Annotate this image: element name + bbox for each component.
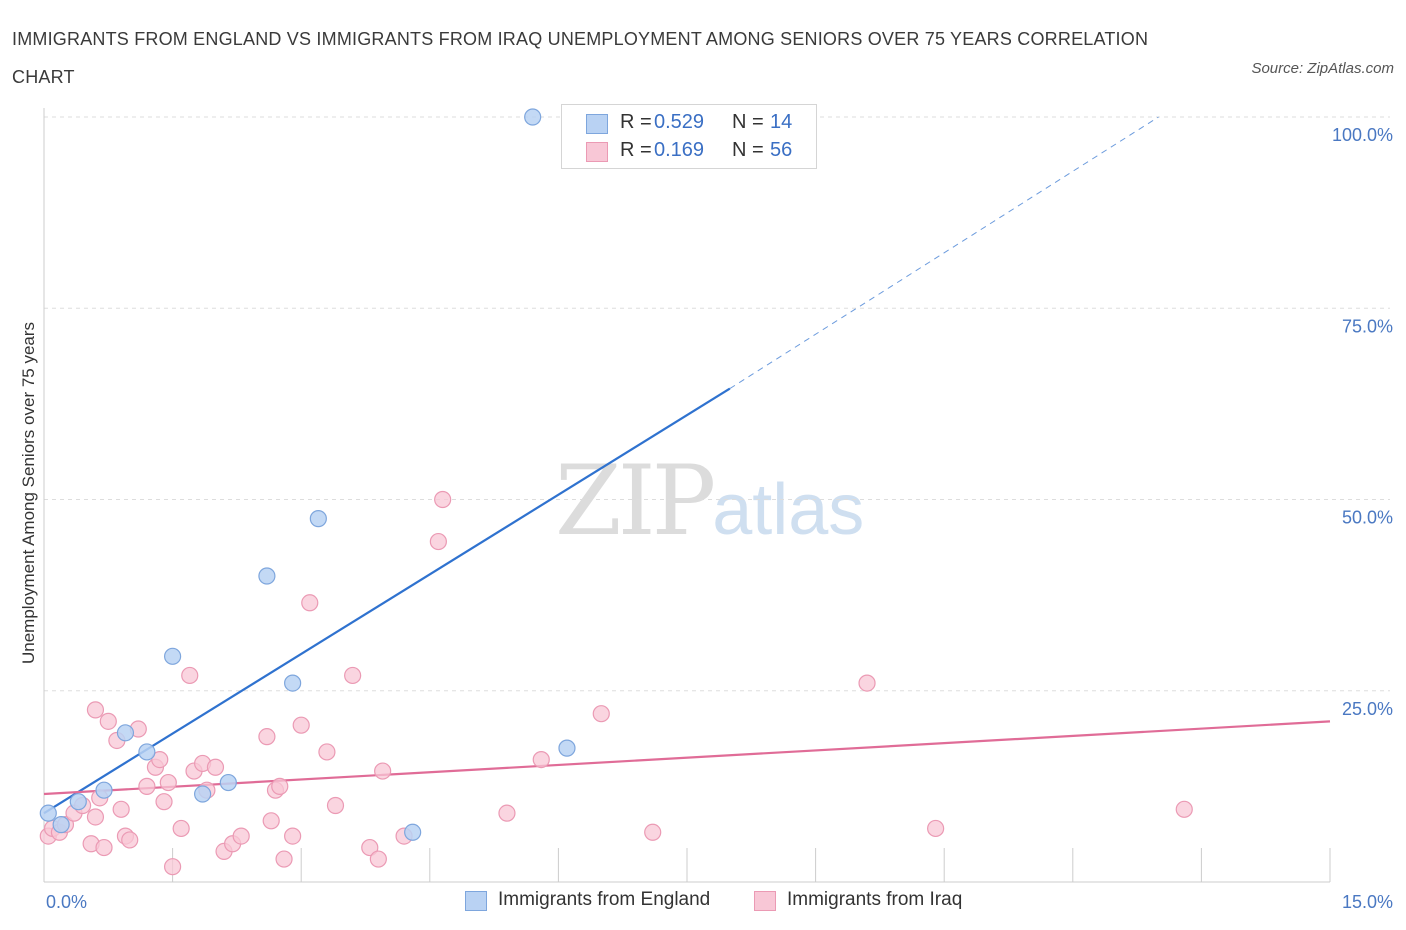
iraq-point-51: [592, 705, 610, 723]
iraq-point-33: [262, 812, 280, 830]
iraq-legend-swatch: [754, 891, 776, 911]
england-point-3: [95, 781, 113, 799]
axes: [43, 108, 1330, 883]
iraq-point-35: [271, 777, 289, 795]
y-axis-label: Unemployment Among Seniors over 75 years: [19, 322, 38, 664]
iraq-point-42: [344, 666, 362, 685]
iraq-point-43: [361, 838, 379, 857]
england-r-value: 0.529: [654, 111, 705, 133]
iraq-point-10: [95, 838, 113, 857]
england-point-0: [39, 804, 57, 822]
y-tick-label-50: 50.0%: [1342, 508, 1393, 528]
iraq-point-55: [1175, 800, 1193, 818]
england-point-8: [219, 773, 237, 792]
england-point-4: [116, 724, 135, 742]
iraq-point-24: [181, 666, 199, 685]
iraq-point-45: [374, 762, 392, 780]
iraq-point-53: [858, 674, 876, 692]
iraq-n-label: N =: [732, 139, 764, 161]
iraq-point-13: [112, 800, 130, 818]
iraq-point-8: [86, 701, 105, 719]
chart-title: IMMIGRANTS FROM ENGLAND VS IMMIGRANTS FR…: [12, 29, 1149, 87]
england-point-10: [284, 674, 302, 692]
iraq-trend-line: [43, 720, 1331, 796]
iraq-point-19: [151, 750, 169, 769]
england-point-14: [558, 739, 576, 757]
iraq-point-36: [275, 850, 293, 868]
england-n-value: 14: [770, 111, 793, 133]
watermark-zip: ZIP: [555, 445, 716, 557]
iraq-point-39: [301, 594, 319, 612]
stats-legend: R = 0.529 N = 14 R = 0.169 N = 56: [561, 104, 817, 169]
data-points: [39, 108, 1193, 876]
iraq-swatch: [586, 142, 608, 162]
iraq-point-44: [369, 850, 387, 868]
iraq-point-47: [429, 532, 447, 551]
england-trend-extension: [729, 116, 1159, 389]
y-tick-label-25: 25.0%: [1342, 699, 1393, 719]
england-point-9: [258, 567, 276, 585]
iraq-point-54: [927, 819, 945, 838]
iraq-point-48: [434, 490, 452, 509]
england-point-1: [52, 816, 70, 834]
iraq-point-49: [498, 804, 516, 822]
x-tick-label-max: 15.0%: [1342, 892, 1393, 912]
iraq-point-17: [138, 777, 156, 795]
iraq-point-28: [206, 758, 225, 776]
iraq-r-label: R =: [620, 139, 652, 161]
iraq-point-7: [86, 808, 105, 826]
england-point-12: [404, 823, 422, 841]
trend-lines: [43, 116, 1331, 815]
iraq-legend-label: Immigrants from Iraq: [787, 889, 963, 910]
england-point-11: [309, 510, 327, 528]
iraq-point-22: [164, 858, 182, 876]
iraq-point-23: [172, 819, 190, 838]
watermark-atlas: atlas: [712, 470, 865, 550]
iraq-point-41: [326, 796, 345, 815]
iraq-point-15: [121, 831, 139, 849]
england-legend-swatch: [465, 891, 487, 911]
iraq-point-40: [318, 743, 336, 761]
iraq-r-value: 0.169: [654, 139, 705, 161]
england-point-6: [164, 647, 182, 665]
iraq-point-50: [532, 750, 550, 769]
x-tick-label-min: 0.0%: [46, 892, 87, 912]
y-tick-labels: 25.0% 50.0% 75.0% 100.0%: [1332, 125, 1393, 719]
england-r-label: R =: [620, 111, 652, 133]
x-ticks: [43, 848, 1331, 882]
iraq-point-38: [292, 716, 310, 734]
england-swatch: [586, 114, 608, 134]
iraq-point-31: [232, 827, 250, 845]
iraq-point-37: [284, 827, 302, 845]
source-label: Source: ZipAtlas.com: [1251, 60, 1394, 77]
grid-lines: [44, 116, 1390, 692]
iraq-point-52: [644, 823, 662, 841]
england-trend-line: [43, 387, 731, 815]
iraq-n-value: 56: [770, 139, 793, 161]
england-point-7: [194, 785, 212, 803]
iraq-point-32: [258, 728, 276, 746]
iraq-point-11: [99, 712, 117, 730]
england-point-13: [524, 108, 542, 126]
y-tick-label-100: 100.0%: [1332, 125, 1393, 145]
watermark: ZIPatlas: [555, 445, 864, 557]
iraq-point-21: [159, 773, 177, 792]
england-point-2: [69, 793, 87, 811]
england-point-5: [138, 743, 156, 761]
y-tick-label-75: 75.0%: [1342, 316, 1393, 336]
england-legend-label: Immigrants from England: [498, 889, 711, 910]
england-n-label: N =: [732, 111, 764, 133]
iraq-point-20: [155, 793, 173, 811]
